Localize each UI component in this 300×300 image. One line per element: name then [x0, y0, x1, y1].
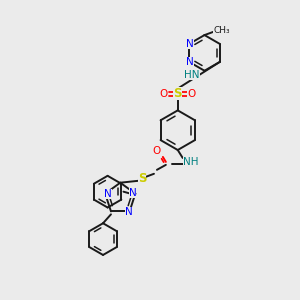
Text: S: S — [173, 87, 182, 100]
Text: N: N — [128, 188, 136, 198]
Text: O: O — [153, 146, 161, 156]
Text: CH₃: CH₃ — [213, 26, 230, 34]
Text: S: S — [138, 172, 146, 185]
Text: N: N — [186, 57, 194, 67]
Text: NH: NH — [183, 157, 198, 167]
Text: N: N — [125, 207, 133, 218]
Text: O: O — [160, 88, 168, 98]
Text: N: N — [186, 39, 194, 49]
Text: HN: HN — [184, 70, 200, 80]
Text: O: O — [188, 88, 196, 98]
Text: N: N — [104, 189, 112, 199]
